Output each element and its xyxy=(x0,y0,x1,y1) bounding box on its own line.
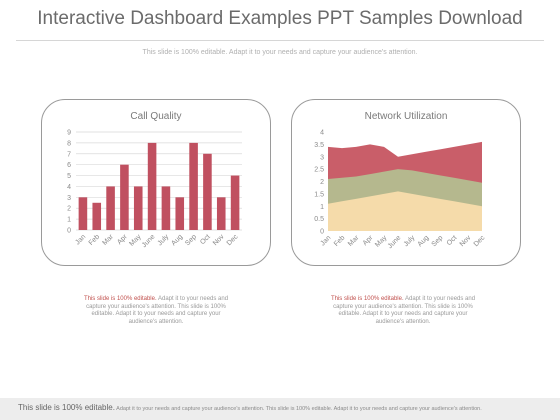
y-tick-label: 3 xyxy=(67,195,71,202)
y-tick-label: 5 xyxy=(67,173,71,180)
bar xyxy=(92,202,102,230)
y-tick-label: 0.5 xyxy=(314,216,324,223)
x-tick-label: July xyxy=(157,233,171,247)
call-quality-panel: Call Quality 0 1 2 3 4 5 6 7 8 9 Jan Feb Mar Apr May Ju… xyxy=(41,99,271,266)
bar xyxy=(106,186,115,230)
bar xyxy=(230,175,240,230)
area-series-1 xyxy=(328,191,482,231)
bar xyxy=(133,186,143,230)
x-tick-label: Nov xyxy=(459,234,473,248)
page-title: Interactive Dashboard Examples PPT Sampl… xyxy=(37,8,523,29)
network-utilization-panel: Network Utilization 0 0.5 1 1.5 2 2.5 3 3.5 4 Jan… xyxy=(291,99,521,266)
y-tick-label: 0 xyxy=(67,228,71,235)
y-tick-label: 4 xyxy=(67,184,71,191)
bar xyxy=(78,197,88,230)
x-tick-label: Nov xyxy=(212,233,226,247)
page-subtitle: This slide is 100% editable. Adapt it to… xyxy=(142,49,418,56)
x-tick-label: Apr xyxy=(116,233,129,246)
left-caption: This slide is 100% editable. Adapt it to… xyxy=(83,296,229,326)
network-utilization-title: Network Utilization xyxy=(364,111,448,122)
left-caption-body: Adapt it to your needs and capture your … xyxy=(86,296,229,325)
x-tick-label: Oct xyxy=(199,233,212,246)
right-caption: This slide is 100% editable. Adapt it to… xyxy=(330,296,476,326)
x-tick-label: Sep xyxy=(184,233,198,247)
x-tick-label: Apr xyxy=(362,234,375,247)
y-tick-label: 3.5 xyxy=(314,142,324,149)
bar xyxy=(120,164,129,230)
bar xyxy=(216,197,226,230)
x-tick-label: Dec xyxy=(226,233,240,247)
x-tick-label: Feb xyxy=(88,233,102,247)
x-tick-label: Feb xyxy=(333,234,347,248)
x-tick-label: June xyxy=(141,233,157,249)
x-tick-label: May xyxy=(374,234,389,249)
x-tick-label: June xyxy=(387,234,403,250)
footer-text: This slide is 100% editable. Adapt it to… xyxy=(18,403,482,412)
right-caption-highlight: This slide is 100% editable. xyxy=(330,296,404,302)
call-quality-title: Call Quality xyxy=(130,111,182,122)
x-tick-label: Oct xyxy=(446,234,459,247)
y-tick-label: 1 xyxy=(67,217,71,224)
y-tick-label: 6 xyxy=(67,162,71,169)
x-tick-label: Jan xyxy=(319,234,332,247)
bar xyxy=(161,186,171,230)
y-tick-label: 3 xyxy=(320,154,324,161)
y-tick-label: 2 xyxy=(67,206,71,213)
footer-lead: This slide is 100% editable. xyxy=(18,403,115,412)
y-tick-label: 7 xyxy=(67,151,71,158)
title-divider xyxy=(16,40,544,41)
x-tick-label: Sep xyxy=(431,234,445,248)
y-tick-label: 0 xyxy=(320,229,324,236)
x-tick-label: Aug xyxy=(417,234,431,248)
bar xyxy=(203,153,212,230)
bar xyxy=(147,142,157,230)
y-tick-label: 1.5 xyxy=(314,191,324,198)
bar xyxy=(175,197,185,230)
y-tick-label: 1 xyxy=(320,204,324,211)
x-tick-label: Dec xyxy=(473,234,487,248)
y-tick-label: 9 xyxy=(67,130,71,137)
x-tick-label: Mar xyxy=(347,234,361,248)
y-tick-label: 2 xyxy=(320,179,324,186)
x-tick-label: Jan xyxy=(74,233,87,246)
y-tick-label: 4 xyxy=(320,130,324,137)
x-tick-label: July xyxy=(403,234,417,248)
footer-bar: This slide is 100% editable. Adapt it to… xyxy=(0,398,560,420)
right-caption-body: Adapt it to your needs and capture your … xyxy=(333,296,476,325)
x-tick-label: Aug xyxy=(170,233,184,247)
bar xyxy=(189,142,198,230)
x-tick-label: Mar xyxy=(102,233,116,247)
footer-rest: Adapt it to your needs and capture your … xyxy=(114,406,482,412)
y-tick-label: 8 xyxy=(67,140,71,147)
y-tick-label: 2.5 xyxy=(314,167,324,174)
left-caption-highlight: This slide is 100% editable. xyxy=(83,296,157,302)
